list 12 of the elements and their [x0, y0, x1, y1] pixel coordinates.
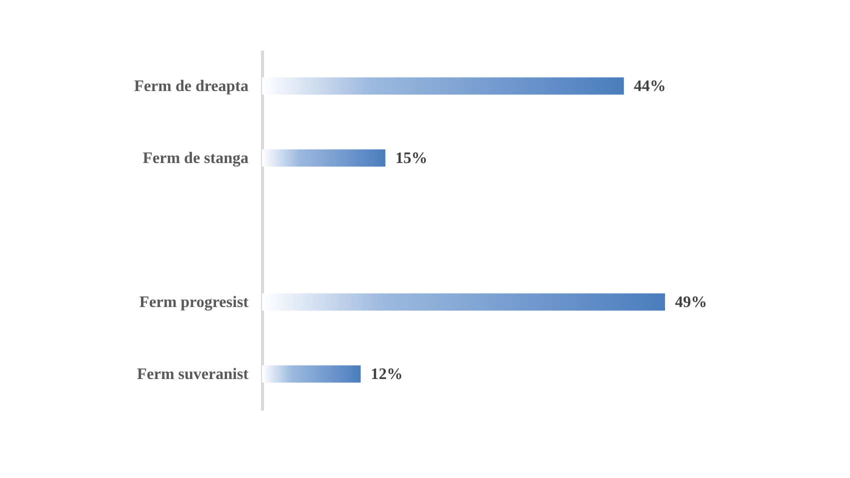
data-label: 15%: [395, 150, 428, 167]
data-label: 49%: [675, 294, 707, 311]
bar: [262, 149, 386, 167]
bar: [262, 77, 624, 95]
bar: [262, 293, 665, 311]
data-label: 12%: [370, 366, 403, 383]
y-tick-label: Ferm de stanga: [142, 150, 248, 167]
y-tick-label: Ferm progresist: [139, 294, 250, 311]
bar: [262, 365, 361, 383]
y-tick-label: Ferm suveranist: [136, 366, 250, 383]
data-label: 44%: [634, 78, 666, 95]
y-tick-label: Ferm de dreapta: [134, 78, 248, 95]
